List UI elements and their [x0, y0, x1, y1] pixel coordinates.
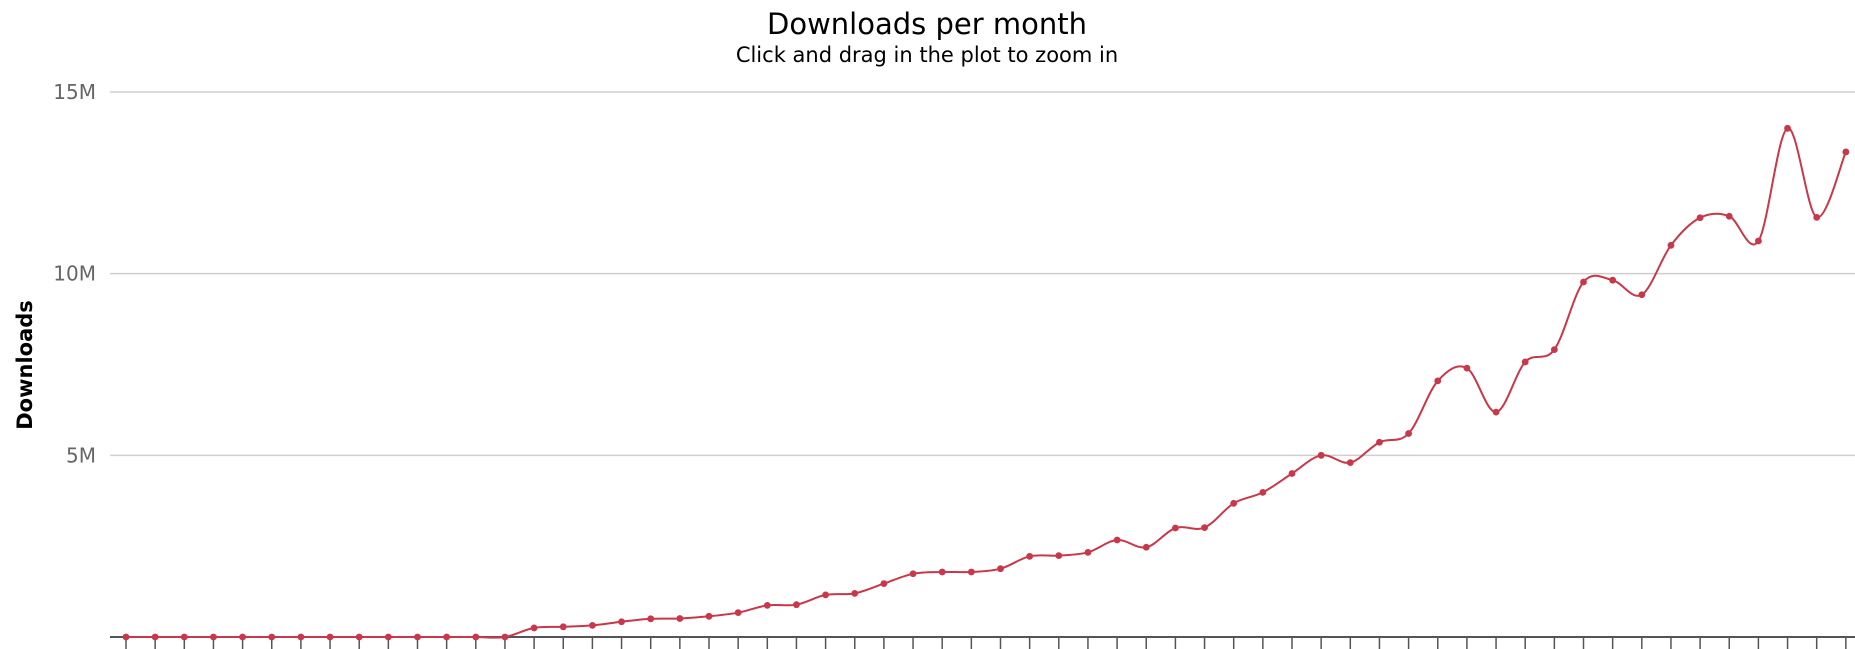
data-point — [1550, 346, 1558, 354]
data-point — [938, 568, 946, 576]
data-point — [1609, 276, 1617, 284]
data-point — [355, 633, 363, 641]
data-point — [1580, 278, 1587, 286]
y-axis-ticks: 5M 10M 15M — [53, 80, 96, 467]
data-point — [589, 621, 596, 629]
data-point — [967, 568, 975, 576]
data-point — [1259, 488, 1267, 496]
data-point — [1813, 213, 1821, 221]
data-point — [1405, 430, 1412, 437]
data-point — [1463, 364, 1471, 372]
data-point — [1230, 499, 1238, 507]
series-line — [126, 127, 1847, 639]
data-point — [180, 633, 188, 641]
data-point — [1696, 214, 1704, 222]
chart-title: Downloads per month — [767, 7, 1087, 41]
data-point — [559, 623, 567, 631]
data-point — [151, 633, 159, 641]
data-point — [1288, 470, 1296, 477]
data-point — [647, 615, 655, 623]
data-point — [122, 633, 130, 641]
data-point — [1784, 124, 1791, 132]
data-point — [210, 633, 217, 641]
data-point — [880, 580, 888, 587]
series-layer — [122, 124, 1850, 641]
data-point — [793, 601, 800, 609]
data-point — [822, 591, 829, 599]
data-point — [1317, 451, 1325, 459]
data-point — [763, 601, 771, 609]
data-point — [297, 633, 305, 641]
data-point — [1376, 438, 1383, 446]
data-point — [443, 633, 451, 641]
data-point — [734, 609, 742, 617]
data-point — [384, 633, 392, 641]
data-point — [1201, 524, 1208, 532]
data-point — [1725, 212, 1733, 220]
data-point — [1113, 536, 1121, 544]
y-tick-label: 5M — [66, 443, 96, 467]
data-point — [1055, 552, 1063, 560]
data-point — [530, 624, 538, 632]
data-point — [676, 615, 684, 622]
data-point — [1346, 459, 1354, 466]
data-point — [414, 633, 421, 641]
data-point — [1842, 148, 1850, 156]
y-tick-label: 10M — [53, 262, 96, 286]
data-point — [472, 633, 480, 641]
y-axis-label: Downloads — [13, 300, 37, 430]
data-point — [239, 633, 247, 641]
data-point — [1434, 377, 1442, 385]
data-point — [1667, 241, 1675, 249]
data-point — [851, 590, 859, 597]
data-point — [1755, 237, 1762, 245]
data-point — [1084, 548, 1092, 556]
data-point — [997, 565, 1004, 573]
data-point — [618, 618, 625, 626]
data-point — [326, 633, 334, 641]
data-point — [268, 633, 276, 641]
x-axis-ticks — [125, 637, 1847, 649]
gridlines — [110, 91, 1855, 457]
data-point — [1492, 408, 1500, 416]
data-point — [1521, 358, 1529, 366]
data-point — [1638, 291, 1646, 299]
data-point — [501, 633, 509, 641]
data-point — [909, 570, 917, 578]
chart-subtitle: Click and drag in the plot to zoom in — [736, 43, 1118, 67]
y-tick-label: 15M — [53, 80, 96, 104]
data-point — [1172, 524, 1179, 532]
data-point — [1142, 543, 1150, 551]
data-point — [1026, 552, 1034, 560]
data-point — [705, 612, 713, 620]
